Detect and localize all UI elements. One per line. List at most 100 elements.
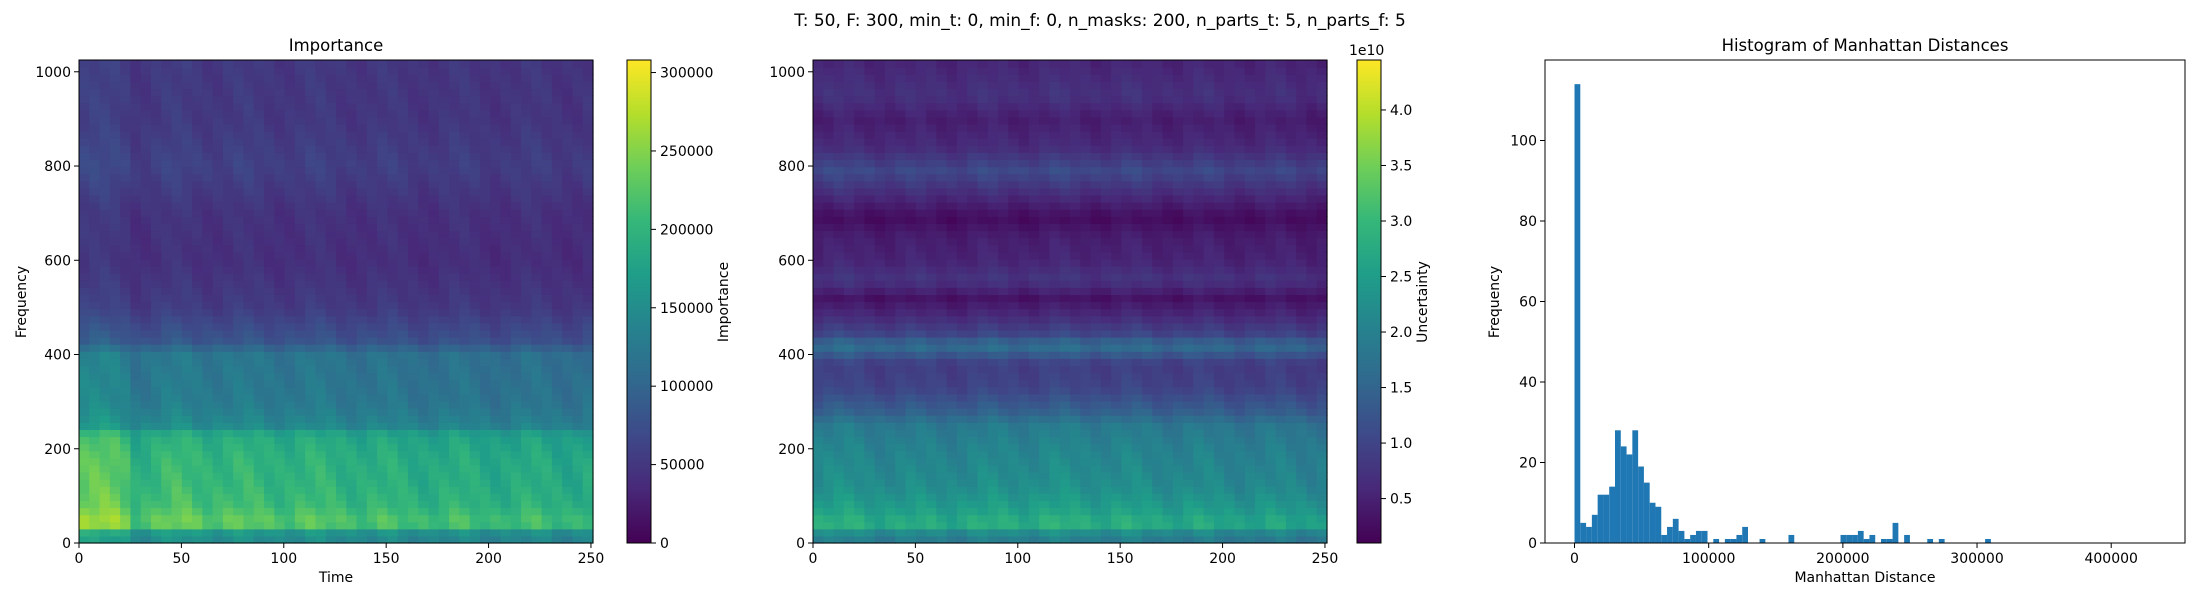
importance-heatmap-cell: [315, 265, 327, 274]
importance-heatmap-cell: [89, 493, 101, 501]
uncertainty-heatmap-cell: [967, 471, 979, 480]
importance-heatmap-cell: [120, 187, 131, 196]
importance-heatmap-cell: [336, 450, 347, 459]
importance-heatmap-cell: [264, 166, 275, 175]
importance-heatmap-cell: [264, 379, 275, 388]
importance-heatmap-cell: [294, 422, 306, 430]
importance-heatmap-cell: [315, 351, 327, 359]
importance-heatmap-cell: [551, 202, 563, 210]
importance-heatmap-cell: [531, 329, 543, 338]
importance-heatmap-cell: [551, 337, 563, 345]
uncertainty-heatmap-cell: [915, 372, 927, 381]
importance-heatmap-cell: [459, 109, 471, 118]
importance-heatmap-cell: [233, 507, 245, 516]
importance-heatmap-cell: [140, 322, 152, 331]
importance-heatmap-cell: [79, 187, 90, 196]
importance-heatmap-cell: [202, 223, 214, 232]
importance-heatmap-cell: [449, 287, 460, 295]
importance-heatmap-cell: [521, 251, 532, 260]
importance-heatmap-cell: [274, 202, 286, 210]
uncertainty-heatmap-cell: [1244, 358, 1256, 367]
uncertainty-heatmap-cell: [854, 443, 865, 452]
importance-heatmap-cell: [150, 88, 162, 97]
importance-heatmap-cell: [305, 386, 317, 395]
importance-heatmap-cell: [562, 145, 574, 153]
uncertainty-heatmap-cell: [864, 450, 876, 459]
uncertainty-heatmap-cell: [1121, 486, 1133, 494]
importance-heatmap-cell: [418, 443, 430, 452]
importance-heatmap-cell: [572, 450, 584, 459]
importance-heatmap-cell: [274, 358, 286, 367]
importance-heatmap-cell: [428, 251, 440, 260]
importance-heatmap-cell: [264, 500, 275, 509]
uncertainty-heatmap-cell: [1162, 486, 1174, 494]
importance-heatmap-cell: [253, 535, 265, 544]
importance-heatmap-cell: [274, 493, 286, 501]
importance-heatmap-cell: [192, 429, 203, 438]
importance-heatmap-cell: [140, 500, 152, 509]
uncertainty-heatmap-cell: [1090, 372, 1102, 381]
importance-heatmap-cell: [99, 67, 111, 75]
uncertainty-heatmap-cell: [1255, 422, 1266, 430]
importance-heatmap-cell: [336, 514, 347, 523]
importance-heatmap-cell: [79, 528, 90, 537]
importance-heatmap-cell: [161, 244, 173, 253]
importance-heatmap-cell: [541, 422, 553, 430]
importance-heatmap-cell: [459, 244, 471, 253]
importance-heatmap-cell: [192, 386, 203, 395]
importance-heatmap-cell: [336, 493, 347, 501]
uncertainty-heatmap-cell: [1039, 337, 1051, 345]
importance-heatmap-cell: [202, 471, 214, 480]
importance-heatmap-cell: [336, 301, 347, 310]
importance-heatmap-cell: [428, 443, 440, 452]
uncertainty-heatmap-cell: [843, 365, 855, 374]
importance-heatmap-cell: [202, 123, 214, 132]
importance-heatmap-cell: [233, 209, 245, 217]
uncertainty-heatmap-cell: [977, 429, 989, 438]
importance-heatmap-cell: [407, 173, 419, 182]
importance-heatmap-cell: [315, 528, 327, 537]
importance-heatmap-cell: [490, 209, 502, 217]
importance-heatmap-cell: [212, 88, 224, 97]
importance-heatmap-cell: [171, 379, 183, 388]
uncertainty-heatmap-cell: [1244, 471, 1256, 480]
importance-heatmap-cell: [521, 308, 532, 317]
uncertainty-heatmap-cell: [1141, 521, 1153, 530]
importance-heatmap-cell: [418, 187, 430, 196]
uncertainty-heatmap-cell: [884, 436, 896, 445]
importance-heatmap-cell: [222, 379, 234, 388]
importance-heatmap-cell: [140, 400, 152, 409]
importance-heatmap-cell: [181, 443, 193, 452]
uncertainty-heatmap-cell: [1070, 528, 1081, 537]
uncertainty-heatmap-cell: [1296, 450, 1308, 459]
importance-heatmap-cell: [562, 123, 574, 132]
uncertainty-heatmap-cell: [823, 528, 835, 537]
importance-heatmap-cell: [562, 88, 574, 97]
uncertainty-heatmap-cell: [1193, 500, 1205, 509]
uncertainty-heatmap-cell: [823, 436, 835, 445]
importance-heatmap-cell: [377, 486, 388, 494]
importance-heatmap-cell: [222, 88, 234, 97]
importance-heatmap-cell: [274, 329, 286, 338]
importance-heatmap-cell: [181, 145, 193, 153]
uncertainty-heatmap-cell: [1090, 379, 1102, 388]
importance-heatmap-cell: [325, 351, 337, 359]
uncertainty-heatmap-cell: [1316, 521, 1328, 530]
importance-heatmap-cell: [377, 436, 388, 445]
importance-heatmap-cell: [551, 443, 563, 452]
uncertainty-heatmap-cell: [1306, 521, 1318, 530]
importance-heatmap-cell: [99, 450, 111, 459]
importance-heatmap-cell: [99, 493, 111, 501]
importance-heatmap-cell: [459, 422, 471, 430]
uncertainty-heatmap-cell: [1275, 507, 1287, 516]
importance-heatmap-cell: [284, 315, 296, 324]
importance-heatmap-cell: [562, 60, 574, 68]
importance-heatmap-cell: [428, 486, 440, 494]
importance-heatmap-cell: [161, 301, 173, 310]
uncertainty-heatmap-cell: [926, 365, 937, 374]
importance-colorbar-tick-label: 250000: [660, 144, 713, 160]
importance-heatmap-cell: [202, 237, 214, 246]
importance-heatmap-cell: [171, 471, 183, 480]
uncertainty-heatmap-cell: [1285, 507, 1297, 516]
importance-heatmap-cell: [490, 408, 502, 416]
